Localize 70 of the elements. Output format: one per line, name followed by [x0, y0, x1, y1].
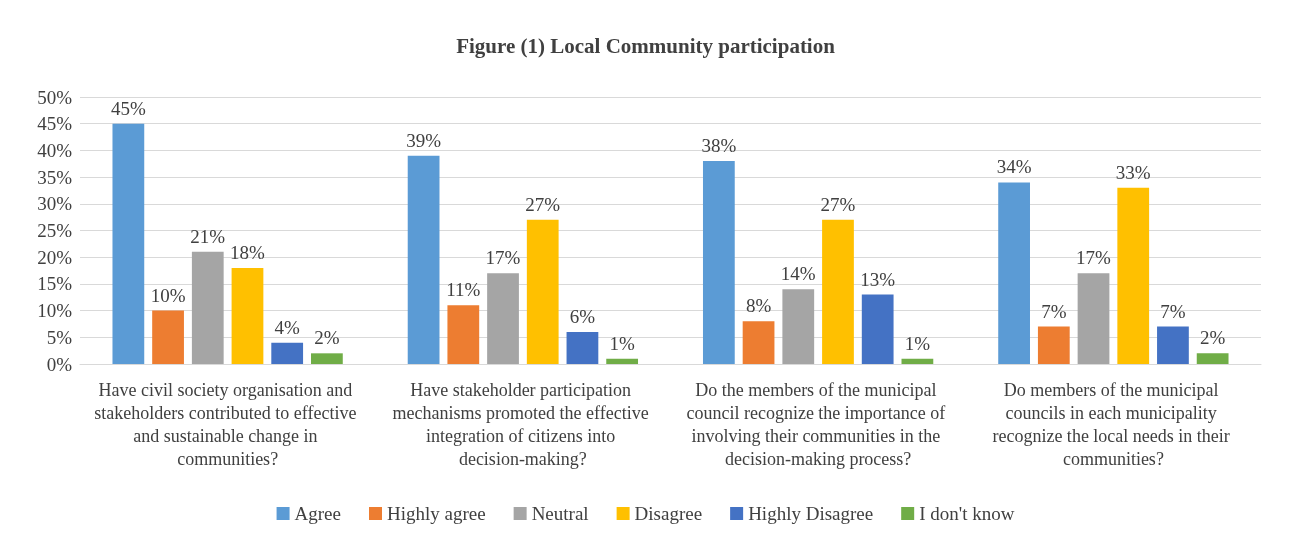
data-label: 21% [190, 225, 226, 247]
data-label: 8% [745, 295, 772, 317]
data-label: 38% [701, 135, 737, 157]
data-label: 33% [1115, 161, 1151, 183]
y-tick-label: 15% [37, 273, 73, 295]
legend-label: Disagree [634, 503, 703, 524]
bar [447, 305, 480, 364]
data-label: 2% [1199, 327, 1226, 349]
data-label: 6% [569, 305, 596, 327]
bar [1117, 187, 1150, 364]
legend-label: Highly agree [386, 503, 486, 524]
bar [526, 219, 559, 364]
data-label: 34% [996, 156, 1032, 178]
data-label: 2% [314, 327, 340, 349]
y-tick-label: 0% [46, 353, 73, 375]
y-tick-label: 5% [46, 326, 73, 348]
data-label: 39% [406, 129, 442, 151]
y-tick-label: 25% [37, 220, 73, 241]
x-tick-label: Do members of the municipal councils in each municipality recognize the local needs in their communities? [992, 379, 1235, 469]
bar [1196, 353, 1229, 364]
data-label: 18% [230, 241, 266, 263]
y-tick-label: 45% [37, 113, 73, 135]
legend-label: Agree [294, 503, 341, 524]
data-label: 17% [1076, 247, 1112, 269]
bar [231, 267, 264, 364]
bar [861, 294, 894, 364]
x-tick-label: Do the members of the municipal council recognize the importance of involving their communities in the decision-making process? [686, 379, 950, 469]
data-label: 1% [609, 332, 635, 354]
bar [271, 342, 304, 364]
y-tick-label: 10% [37, 300, 73, 322]
bar [1037, 326, 1070, 364]
bar [742, 321, 775, 364]
bar [191, 251, 224, 364]
bar [487, 273, 519, 364]
legend-label: I don't know [919, 503, 1015, 524]
bar [998, 182, 1030, 364]
y-tick-label: 30% [37, 193, 73, 215]
data-label: 13% [860, 268, 896, 290]
data-label: 10% [150, 284, 186, 306]
x-tick-label: Have civil society organisation and stakeholders contributed to effective and sustainable change in communities? [94, 379, 361, 469]
data-label: 11% [446, 279, 481, 301]
data-label: 4% [274, 316, 301, 338]
data-label: 17% [485, 247, 521, 269]
bar [1077, 273, 1110, 364]
bar [702, 161, 735, 364]
chart-title: Figure (1) Local Community participation [456, 33, 836, 58]
bar [1157, 326, 1189, 364]
bar [606, 358, 639, 364]
bar [901, 358, 934, 364]
x-tick-label: Have stakeholder participation mechanisms promoted the effective integration of citizens into decision-making? [392, 379, 654, 469]
y-tick-label: 50% [37, 86, 73, 108]
bar [152, 310, 184, 364]
data-label: 27% [525, 193, 561, 215]
bar [782, 289, 815, 364]
data-label: 27% [820, 193, 856, 215]
bar [311, 353, 343, 364]
y-tick-label: 20% [37, 246, 73, 268]
legend-label: Highly Disagree [748, 503, 874, 524]
y-tick-label: 40% [37, 139, 73, 161]
bar [822, 219, 854, 364]
bar [407, 155, 440, 364]
data-label: 14% [780, 263, 816, 285]
data-label: 7% [1041, 300, 1067, 322]
data-label: 45% [110, 97, 146, 119]
data-label: 1% [904, 332, 931, 354]
bar [112, 123, 145, 364]
y-tick-label: 35% [37, 166, 73, 188]
bar [566, 331, 599, 364]
legend-label: Neutral [531, 503, 589, 524]
data-label: 7% [1160, 300, 1186, 322]
